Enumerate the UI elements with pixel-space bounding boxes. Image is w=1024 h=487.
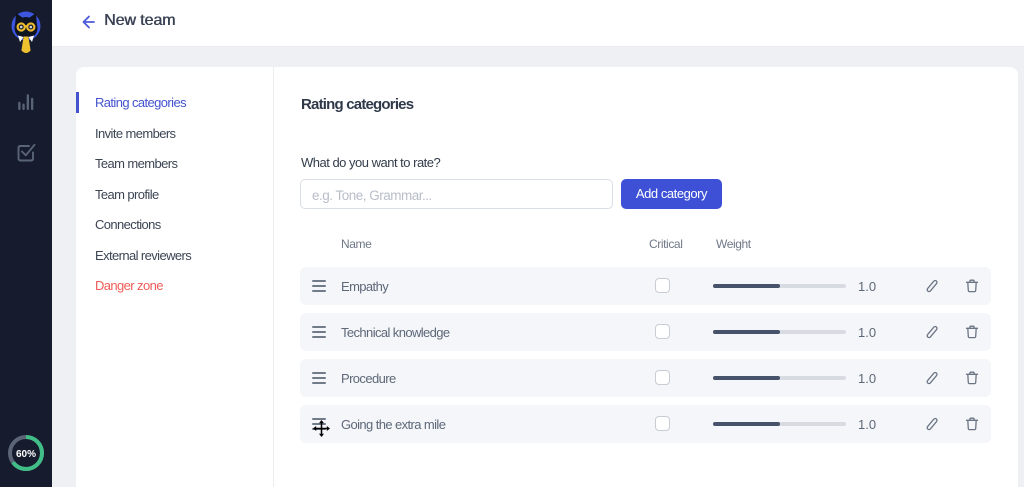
svg-text:60%: 60% — [16, 449, 36, 460]
